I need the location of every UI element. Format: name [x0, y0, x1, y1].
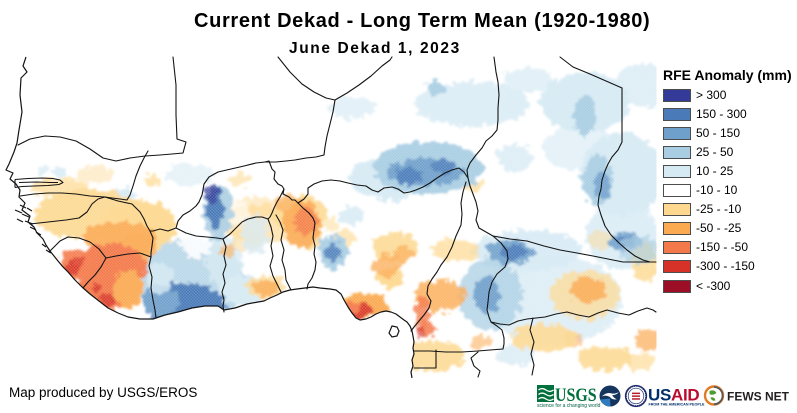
svg-text:USAID: USAID: [648, 386, 699, 405]
svg-text:science for a changing world: science for a changing world: [537, 403, 601, 409]
svg-text:FEWS NET: FEWS NET: [727, 390, 790, 404]
svg-text:FROM THE AMERICAN PEOPLE: FROM THE AMERICAN PEOPLE: [649, 403, 706, 407]
svg-text:USGS: USGS: [555, 384, 597, 406]
